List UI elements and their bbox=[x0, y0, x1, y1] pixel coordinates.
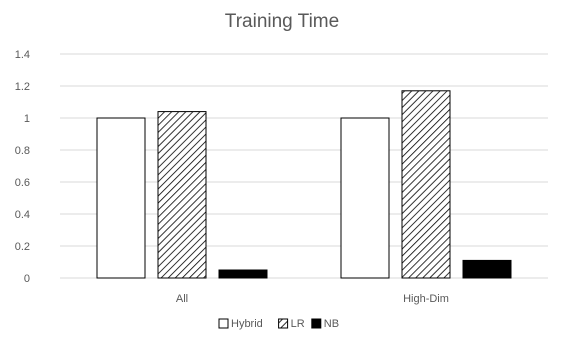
y-tick-label: 0.2 bbox=[15, 241, 30, 253]
legend: Hybrid LR NB bbox=[218, 318, 339, 330]
bar-lr-all bbox=[157, 111, 207, 279]
y-tick-label: 0.8 bbox=[15, 145, 30, 157]
y-tick-label: 1 bbox=[24, 113, 30, 125]
y-tick-label: 1.4 bbox=[15, 49, 30, 61]
x-tick-label: High-Dim bbox=[403, 293, 449, 305]
legend-swatch bbox=[311, 318, 322, 329]
bar-nb-all bbox=[218, 269, 268, 279]
bar-nb-high-dim bbox=[462, 259, 512, 279]
y-tick-label: 0.4 bbox=[15, 209, 30, 221]
chart-title: Training Time bbox=[225, 11, 339, 32]
bar-hybrid-all bbox=[96, 117, 146, 279]
legend-label: Hybrid bbox=[231, 318, 263, 330]
bars bbox=[96, 90, 512, 279]
legend-swatch bbox=[278, 318, 289, 329]
legend-swatch bbox=[218, 318, 229, 329]
bar-lr-high-dim bbox=[401, 90, 451, 279]
legend-label: NB bbox=[324, 318, 339, 330]
legend-label: LR bbox=[291, 318, 305, 330]
y-tick-label: 1.2 bbox=[15, 81, 30, 93]
y-tick-label: 0.6 bbox=[15, 177, 30, 189]
x-axis-ticks: All High-Dim bbox=[176, 293, 449, 305]
y-tick-label: 0 bbox=[24, 273, 30, 285]
y-axis-ticks: 0 0.2 0.4 0.6 0.8 1 1.2 1.4 bbox=[15, 49, 30, 285]
x-tick-label: All bbox=[176, 293, 188, 305]
bar-hybrid-high-dim bbox=[340, 117, 390, 279]
